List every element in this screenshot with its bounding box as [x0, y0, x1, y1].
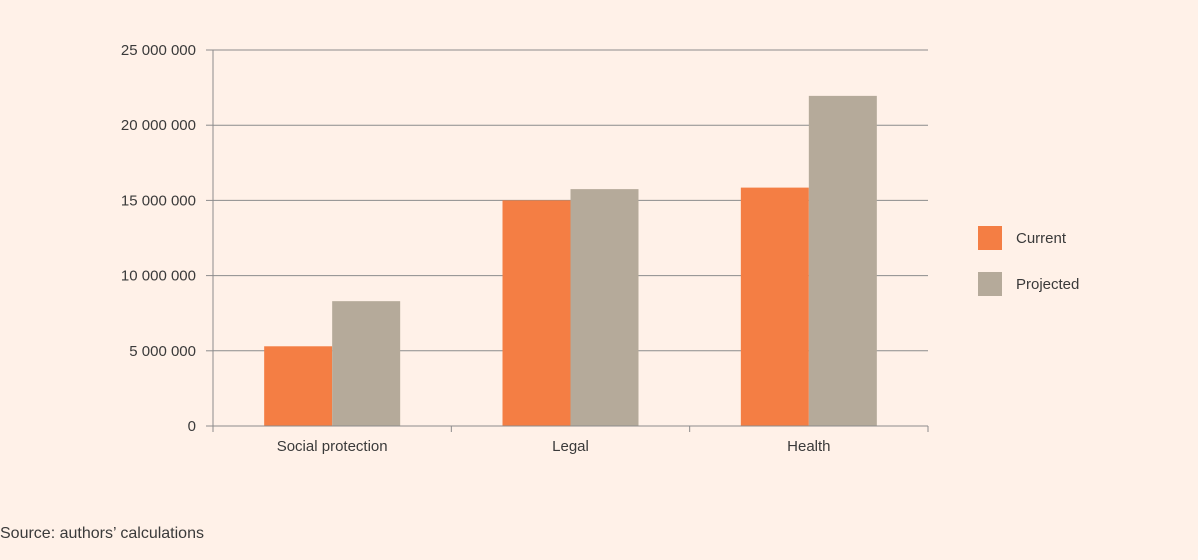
bars: [264, 95, 877, 426]
legend-swatch-current: [978, 226, 1002, 250]
bar-current: [502, 200, 571, 426]
bar-projected: [808, 95, 877, 426]
y-tick-label: 5 000 000: [129, 343, 196, 360]
y-tick-label: 10 000 000: [121, 268, 196, 285]
bar-projected: [570, 189, 639, 426]
y-tick-label: 20 000 000: [121, 117, 196, 134]
source-note: Source: authors’ calculations: [0, 525, 204, 542]
y-tick-label: 25 000 000: [121, 42, 196, 59]
bar-projected: [332, 301, 401, 426]
legend-label-projected: Projected: [1016, 276, 1079, 293]
y-tick-label: 0: [188, 418, 196, 435]
bar-current: [740, 187, 809, 426]
x-tick-label: Legal: [552, 438, 589, 455]
y-tick-labels: 0 5 000 000 10 000 000 15 000 000 20 000 000…: [121, 42, 196, 435]
legend: Current Projected: [978, 226, 1079, 296]
bar-current: [264, 346, 333, 426]
bar-chart: 0 5 000 000 10 000 000 15 000 000 20 000 000…: [121, 42, 1079, 455]
x-tick-labels: Social protection Legal Health: [277, 438, 831, 455]
x-tick-label: Health: [787, 438, 830, 455]
axes: [206, 49, 929, 432]
legend-label-current: Current: [1016, 230, 1067, 247]
legend-swatch-projected: [978, 272, 1002, 296]
x-tick-label: Social protection: [277, 438, 388, 455]
y-tick-label: 15 000 000: [121, 192, 196, 209]
